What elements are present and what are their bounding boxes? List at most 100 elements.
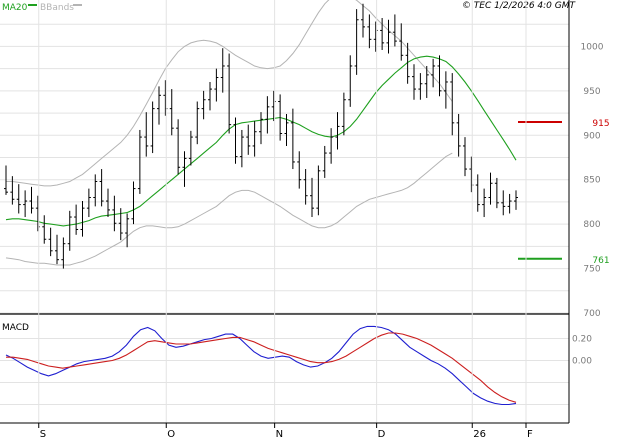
ohlc-bar bbox=[16, 184, 21, 214]
ohlc-bar bbox=[265, 96, 270, 134]
ohlc-bar bbox=[424, 65, 429, 98]
ohlc-bar bbox=[297, 151, 302, 189]
ohlc-bar bbox=[144, 112, 149, 157]
macd-panel: MACD 0.00 0.20 bbox=[0, 323, 592, 406]
ohlc-bar bbox=[380, 17, 385, 50]
ohlc-bar bbox=[157, 86, 161, 125]
ohlc-bar bbox=[42, 215, 47, 244]
ohlc-bar bbox=[412, 64, 416, 100]
ohlc-bar bbox=[303, 169, 308, 205]
ohlc-bar bbox=[208, 81, 212, 111]
price-grid bbox=[0, 23, 569, 314]
ohlc-bar bbox=[399, 23, 404, 61]
ohlc-bar bbox=[335, 112, 340, 150]
ohlc-bar bbox=[176, 119, 181, 175]
ohlc-bar bbox=[137, 129, 142, 194]
ohlc-bar bbox=[405, 42, 410, 84]
price-y-tick-label: 900 bbox=[583, 131, 600, 141]
ohlc-bar bbox=[48, 227, 53, 257]
ohlc-bar bbox=[475, 174, 480, 212]
price-bars bbox=[4, 3, 518, 269]
ohlc-bar bbox=[23, 190, 28, 218]
ohlc-bar bbox=[514, 190, 518, 210]
ohlc-bar bbox=[29, 186, 34, 214]
ohlc-bar bbox=[112, 195, 117, 232]
support-resistance-levels: 915 761 bbox=[518, 119, 610, 266]
ohlc-bar bbox=[220, 48, 225, 93]
ohlc-bar bbox=[488, 172, 493, 205]
price-y-tick-label: 1000 bbox=[581, 42, 604, 52]
macd-grid bbox=[0, 338, 569, 405]
ohlc-bar bbox=[456, 113, 461, 157]
ohlc-bar bbox=[322, 145, 327, 178]
ohlc-bar bbox=[354, 9, 359, 75]
ohlc-bar bbox=[392, 14, 397, 47]
ohlc-bar bbox=[214, 68, 219, 102]
signal-line bbox=[6, 332, 517, 403]
ohlc-bar bbox=[418, 73, 423, 100]
ohlc-bar bbox=[80, 201, 85, 237]
bbands-lower-line bbox=[5, 152, 453, 266]
ohlc-bar bbox=[125, 213, 130, 248]
chart-header: MA20 BBands © TEC 1/2/2026 4:0 GMT bbox=[2, 1, 576, 13]
ohlc-bar bbox=[386, 19, 391, 54]
ohlc-bar bbox=[61, 237, 66, 269]
ohlc-bar bbox=[201, 90, 206, 120]
ohlc-bar bbox=[252, 121, 257, 157]
ohlc-bar bbox=[329, 128, 334, 164]
ohlc-bar bbox=[431, 58, 436, 88]
bollinger-bands bbox=[5, 0, 453, 266]
ohlc-bar bbox=[284, 113, 289, 146]
price-y-tick-label: 800 bbox=[583, 220, 600, 230]
x-tick-label: N bbox=[276, 429, 283, 440]
ohlc-bar bbox=[463, 137, 467, 177]
bbands-legend-swatch bbox=[73, 4, 82, 6]
ohlc-bar bbox=[74, 204, 79, 235]
macd-title: MACD bbox=[2, 323, 29, 333]
ohlc-bar bbox=[93, 174, 98, 207]
macd-y-tick-label: 0.20 bbox=[572, 335, 592, 345]
ohlc-bar bbox=[361, 3, 365, 38]
ohlc-bar bbox=[341, 92, 346, 136]
ohlc-bar bbox=[494, 177, 499, 209]
ohlc-bar bbox=[4, 165, 8, 195]
ohlc-bar bbox=[259, 112, 263, 145]
price-y-tick-label: 700 bbox=[583, 309, 600, 319]
ohlc-bar bbox=[367, 14, 372, 49]
ohlc-bar bbox=[131, 181, 136, 225]
x-tick-label: O bbox=[167, 429, 175, 440]
ohlc-bar bbox=[188, 130, 193, 166]
ohlc-bar bbox=[182, 151, 187, 187]
ohlc-bar bbox=[290, 108, 295, 170]
ohlc-bar bbox=[482, 188, 487, 218]
x-tick-label: D bbox=[378, 429, 386, 440]
macd-lines bbox=[5, 325, 517, 406]
ohlc-bar bbox=[310, 177, 314, 218]
price-panel: 700 750 800 850 900 950 1000 915 761 bbox=[0, 0, 610, 319]
ohlc-bar bbox=[501, 190, 506, 216]
ohlc-bar bbox=[106, 188, 110, 218]
ma20-legend-label: MA20 bbox=[2, 3, 28, 13]
price-y-tick-label: 850 bbox=[583, 176, 600, 186]
ohlc-bar bbox=[99, 169, 104, 207]
x-tick-label: 26 bbox=[473, 429, 486, 440]
ohlc-bar bbox=[227, 53, 232, 134]
price-y-tick-label: 950 bbox=[583, 87, 600, 97]
ohlc-bar bbox=[118, 208, 123, 241]
ohlc-bar bbox=[233, 117, 238, 164]
ohlc-bar bbox=[67, 210, 72, 251]
macd-y-ticks: 0.00 0.20 bbox=[572, 335, 592, 367]
x-tick-label: S bbox=[40, 429, 46, 440]
ohlc-bar bbox=[507, 193, 512, 214]
price-y-ticks: 700 750 800 850 900 950 1000 bbox=[581, 42, 604, 319]
price-y-tick-label: 750 bbox=[583, 265, 600, 275]
bbands-legend-label: BBands bbox=[40, 3, 74, 13]
macd-line bbox=[5, 325, 517, 406]
x-axis: S O N D 26 F bbox=[38, 0, 533, 440]
ohlc-bar bbox=[437, 55, 442, 97]
ohlc-bar bbox=[246, 124, 251, 155]
ohlc-bar bbox=[10, 176, 15, 205]
ma20-legend-swatch bbox=[28, 4, 37, 6]
